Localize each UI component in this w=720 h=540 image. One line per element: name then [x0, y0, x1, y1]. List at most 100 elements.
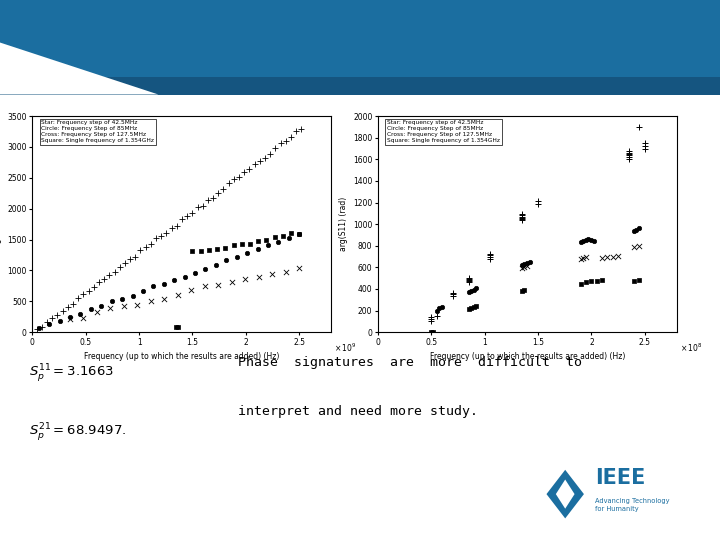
Text: $\times\,10^8$: $\times\,10^8$ [680, 341, 702, 354]
Point [607, 252, 618, 261]
Point [158, 294, 170, 303]
X-axis label: Frequency (up to which the results are added) (Hz): Frequency (up to which the results are a… [84, 352, 279, 361]
Point [243, 164, 255, 173]
Point [67, 300, 78, 308]
Point [64, 313, 76, 322]
Point [582, 235, 594, 244]
Point [629, 242, 640, 251]
Point [523, 258, 535, 266]
Point [463, 277, 474, 286]
Point [631, 225, 642, 234]
Point [591, 276, 603, 285]
Point [428, 327, 439, 336]
Point [465, 304, 477, 313]
Point [634, 241, 645, 250]
Point [447, 289, 459, 298]
Point [634, 224, 645, 233]
Text: $\times\,10^9$: $\times\,10^9$ [334, 341, 356, 354]
Point [130, 252, 141, 261]
Point [575, 279, 587, 288]
Point [117, 294, 128, 303]
Point [78, 314, 89, 322]
Point [575, 238, 587, 247]
Point [43, 320, 55, 329]
Point [463, 305, 474, 314]
Point [240, 274, 251, 283]
Point [244, 239, 256, 248]
Polygon shape [0, 43, 158, 94]
Point [253, 236, 264, 245]
Point [623, 148, 634, 157]
Point [426, 317, 437, 326]
Point [220, 244, 231, 252]
Point [294, 230, 305, 238]
Point [596, 253, 608, 262]
Point [575, 254, 587, 263]
Point [54, 316, 66, 325]
Point [31, 325, 42, 333]
Point [158, 279, 169, 288]
Point [212, 188, 224, 197]
Point [241, 249, 253, 258]
Point [57, 306, 68, 315]
Point [623, 151, 634, 159]
Point [447, 292, 459, 301]
Point [639, 142, 651, 151]
Point [179, 272, 190, 281]
Point [588, 237, 599, 246]
Point [463, 288, 474, 296]
Point [249, 160, 261, 168]
Point [431, 306, 443, 315]
Point [181, 212, 193, 220]
Point [254, 157, 266, 166]
Point [78, 290, 89, 299]
Bar [0, 77, 720, 94]
Point [96, 302, 107, 310]
Point [269, 232, 280, 241]
Point [106, 297, 117, 306]
Point [261, 235, 272, 244]
Point [521, 259, 533, 267]
Point [294, 230, 305, 238]
Point [532, 199, 544, 208]
Text: $S_p^{11} = 3.1663$: $S_p^{11} = 3.1663$ [29, 362, 114, 384]
Point [119, 259, 130, 267]
Point [88, 283, 99, 292]
Point [62, 302, 73, 311]
Polygon shape [556, 480, 575, 509]
Point [212, 245, 223, 253]
Point [585, 277, 597, 286]
Point [518, 286, 530, 294]
Point [176, 214, 188, 223]
Point [602, 253, 613, 261]
Point [186, 208, 198, 217]
Point [521, 262, 533, 271]
Point [577, 237, 589, 246]
Point [516, 287, 528, 295]
Point [277, 232, 289, 241]
Point [516, 264, 528, 273]
Point [186, 286, 197, 294]
Point [172, 323, 184, 332]
Point [485, 252, 496, 261]
Point [140, 243, 151, 252]
Point [109, 268, 120, 276]
Point [210, 261, 222, 270]
Point [99, 275, 110, 284]
Point [629, 277, 640, 286]
Point [228, 241, 239, 249]
Point [485, 251, 496, 260]
Point [127, 292, 138, 300]
Point [73, 293, 84, 302]
Point [186, 247, 198, 255]
Point [468, 303, 480, 312]
Point [516, 211, 528, 220]
Point [623, 153, 634, 161]
Point [577, 253, 589, 262]
Point [463, 274, 474, 282]
Point [223, 179, 235, 187]
Point [596, 276, 608, 285]
Point [197, 201, 209, 210]
Point [426, 328, 437, 336]
Point [91, 307, 102, 316]
